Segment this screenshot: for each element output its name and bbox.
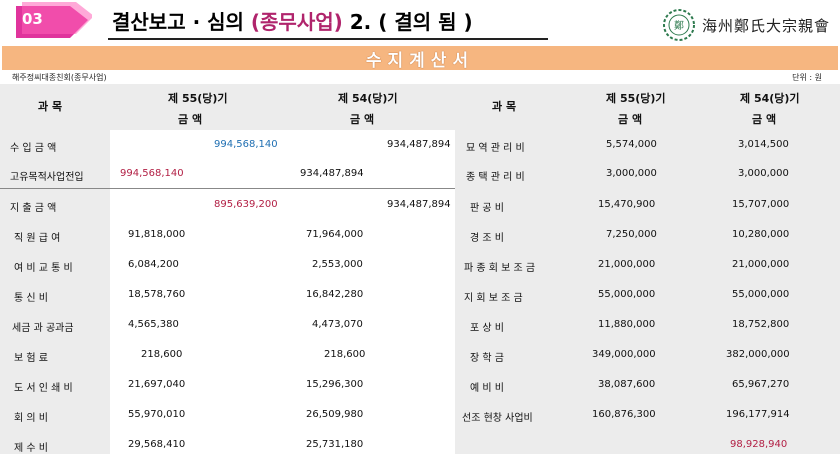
left-row-v55: 994,568,140 [120, 168, 184, 179]
header-subject-left: 과 목 [38, 100, 63, 113]
right-section [455, 84, 840, 454]
left-row-v55: 994,568,140 [214, 139, 278, 150]
left-subject-column [0, 84, 110, 454]
right-row-label: 파 종 회 보 조 금 [464, 263, 536, 274]
slide-header: 03 결산보고 · 심의 (종무사업) 2. ( 결의 됨 ) 鄭 海州鄭氏大宗… [0, 0, 840, 44]
header-period-54-left: 제 54(당)기 [338, 92, 398, 105]
left-row-v54: 26,509,980 [306, 409, 364, 420]
header-amount-55-right: 금 액 [618, 113, 643, 126]
left-row-label: 지 출 금 액 [10, 203, 57, 214]
right-row-v54: 15,707,000 [732, 199, 790, 210]
left-row-label: 세금 과 공과금 [12, 323, 74, 334]
header-amount-54-left: 금 액 [350, 113, 375, 126]
org-logo: 鄭 海州鄭氏大宗親會 [662, 8, 830, 42]
left-row-label: 보 험 료 [14, 353, 48, 364]
left-amount-area [110, 130, 455, 454]
left-row-v55: 21,697,040 [128, 379, 186, 390]
right-row-v55: 15,470,900 [598, 199, 656, 210]
right-row-v54: 3,000,000 [738, 168, 789, 179]
header-subject-right: 과 목 [492, 100, 517, 113]
left-row-v55: 18,578,760 [128, 289, 186, 300]
statement-banner: 수지계산서 [2, 46, 838, 71]
left-row-v54: 16,842,280 [306, 289, 364, 300]
right-row-v54: 18,752,800 [732, 319, 790, 330]
right-row-label: 예 비 비 [470, 383, 504, 394]
right-row-label: 포 상 비 [470, 323, 504, 334]
left-row-label: 고유목적사업전입 [10, 172, 84, 183]
right-row-v54: 10,280,000 [732, 229, 790, 240]
right-row-v55: 38,087,600 [598, 379, 656, 390]
right-row-label: 지 회 보 조 금 [464, 293, 523, 304]
left-row-v54: 934,487,894 [387, 139, 451, 150]
left-row-v55: 91,818,000 [128, 229, 186, 240]
right-row-v55: 21,000,000 [598, 259, 656, 270]
title-prefix: 결산보고 · 심의 [112, 10, 251, 34]
title-underline [108, 38, 548, 40]
left-row-v54: 934,487,894 [387, 199, 451, 210]
right-row-v54: 65,967,270 [732, 379, 790, 390]
right-row-v55: 349,000,000 [592, 349, 656, 360]
page-title: 결산보고 · 심의 (종무사업) 2. ( 결의 됨 ) [112, 6, 473, 35]
left-row-v55: 218,600 [141, 349, 183, 360]
title-suffix: 2. ( 결의 됨 ) [342, 10, 473, 34]
header-amount-55-left: 금 액 [178, 113, 203, 126]
header-period-55-right: 제 55(당)기 [606, 92, 666, 105]
right-row-v54: 3,014,500 [738, 139, 789, 150]
left-row-v54: 2,553,000 [312, 259, 363, 270]
right-row-v55: 55,000,000 [598, 289, 656, 300]
organization-label: 해주정씨대종친회(종무사업) [12, 73, 107, 82]
left-row-label: 여 비 교 통 비 [14, 263, 73, 274]
title-accent: (종무사업) [250, 10, 343, 34]
right-row-label: 장 학 금 [470, 353, 504, 364]
header-band [110, 84, 455, 130]
svg-text:鄭: 鄭 [674, 19, 684, 32]
left-row-label: 직 원 급 여 [14, 233, 61, 244]
right-row-v54: 382,000,000 [726, 349, 790, 360]
left-row-v54: 4,473,070 [312, 319, 363, 330]
left-row-v54: 934,487,894 [300, 168, 364, 179]
left-row-v54: 25,731,180 [306, 439, 364, 450]
left-row-label: 제 수 비 [14, 443, 48, 454]
section-number: 03 [22, 10, 43, 28]
banner-title: 수지계산서 [365, 50, 475, 71]
left-row-v55: 895,639,200 [214, 199, 278, 210]
right-row-label: 경 조 비 [470, 233, 504, 244]
left-row-v55: 6,084,200 [128, 259, 179, 270]
section-divider [0, 188, 455, 189]
right-row-v54: 21,000,000 [732, 259, 790, 270]
section-badge [16, 2, 92, 38]
right-row-v55: 7,250,000 [606, 229, 657, 240]
unit-label: 단위 : 원 [792, 73, 822, 82]
header-period-54-right: 제 54(당)기 [740, 92, 800, 105]
org-name: 海州鄭氏大宗親會 [701, 16, 830, 35]
left-row-v55: 29,568,410 [128, 439, 186, 450]
left-row-label: 통 신 비 [14, 293, 48, 304]
header-amount-54-right: 금 액 [752, 113, 777, 126]
left-row-v55: 55,970,010 [128, 409, 186, 420]
left-row-label: 수 입 금 액 [10, 143, 57, 154]
clan-seal-icon: 鄭 [662, 9, 695, 41]
left-row-v55: 4,565,380 [128, 319, 179, 330]
left-row-v54: 218,600 [324, 349, 366, 360]
right-row-label: 판 공 비 [470, 203, 504, 214]
right-row-v55: 160,876,300 [592, 409, 656, 420]
left-row-label: 회 의 비 [14, 413, 48, 424]
final-value: 98,928,940 [730, 439, 788, 450]
right-row-label: 묘 역 관 리 비 [466, 143, 525, 154]
left-row-v54: 15,296,300 [306, 379, 364, 390]
left-row-label: 도 서 인 쇄 비 [14, 383, 73, 394]
right-row-label: 선조 현창 사업비 [462, 413, 533, 424]
right-row-v55: 11,880,000 [598, 319, 656, 330]
right-row-v55: 3,000,000 [606, 168, 657, 179]
right-row-v54: 55,000,000 [732, 289, 790, 300]
right-row-label: 종 택 관 리 비 [466, 172, 525, 183]
left-row-v54: 71,964,000 [306, 229, 364, 240]
income-expense-table: 과 목 제 55(당)기 금 액 제 54(당)기 금 액 과 목 제 55(당… [0, 84, 840, 473]
header-period-55-left: 제 55(당)기 [168, 92, 228, 105]
right-row-v54: 196,177,914 [726, 409, 790, 420]
right-row-v55: 5,574,000 [606, 139, 657, 150]
